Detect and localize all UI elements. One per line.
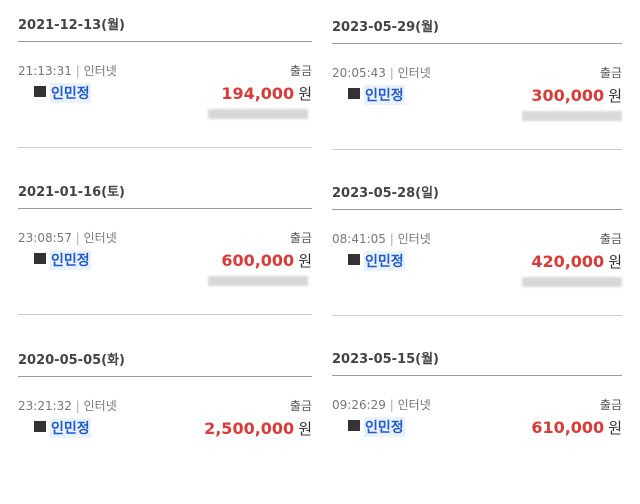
transaction-date: 2023-05-28(일): [332, 186, 439, 201]
transaction-amount: 2,500,000 원: [204, 418, 312, 439]
divider: [18, 314, 312, 315]
redacted-mark: [348, 420, 360, 431]
transaction-type: 출금: [599, 398, 622, 412]
recipient-name: 인민정: [364, 251, 405, 271]
separator: |: [75, 231, 80, 245]
separator: |: [389, 232, 394, 246]
amount-value: 600,000: [221, 251, 295, 270]
transaction-meta: 20:05:43 | 인터넷: [332, 64, 431, 81]
divider: [332, 315, 622, 316]
recipient-name: 인민정: [50, 250, 91, 270]
recipient-name: 인민정: [364, 417, 405, 437]
transaction-date: 2023-05-29(월): [332, 20, 439, 35]
divider: [18, 41, 312, 42]
separator: |: [389, 398, 394, 412]
redacted-memo: [522, 277, 622, 287]
transaction-group[interactable]: 2023-05-15(월) 09:26:29 | 인터넷 출금 인민정 610,…: [332, 343, 622, 503]
transaction-amount: 600,000 원: [221, 250, 312, 271]
divider: [332, 149, 622, 150]
redacted-memo: [522, 111, 622, 121]
redacted-memo: [208, 109, 308, 119]
transaction-date: 2021-01-16(토): [18, 185, 125, 200]
recipient-name: 인민정: [364, 85, 405, 105]
currency-unit: 원: [608, 419, 622, 437]
redacted-mark: [34, 86, 46, 97]
redacted-mark: [34, 253, 46, 264]
transaction-channel: 인터넷: [397, 398, 431, 412]
redacted-mark: [348, 88, 360, 99]
transaction-date: 2021-12-13(월): [18, 18, 125, 33]
transaction-time: 08:41:05: [332, 232, 386, 246]
transaction-time: 23:08:57: [18, 231, 72, 245]
amount-value: 2,500,000: [204, 419, 295, 438]
amount-value: 194,000: [221, 84, 295, 103]
amount-value: 420,000: [531, 252, 605, 271]
transaction-channel: 인터넷: [83, 64, 117, 78]
divider: [332, 375, 622, 376]
transaction-date: 2020-05-05(화): [18, 353, 125, 368]
transaction-group[interactable]: 2023-05-28(일) 08:41:05 | 인터넷 출금 인민정 420,…: [332, 177, 622, 337]
currency-unit: 원: [298, 420, 312, 438]
transaction-group[interactable]: 2021-12-13(월) 21:13:31 | 인터넷 출금 인민정 194,…: [18, 9, 312, 169]
transaction-time: 21:13:31: [18, 64, 72, 78]
redacted-memo: [208, 276, 308, 286]
transaction-channel: 인터넷: [397, 66, 431, 80]
transaction-meta: 09:26:29 | 인터넷: [332, 396, 431, 413]
transaction-type: 출금: [599, 232, 622, 246]
divider: [18, 208, 312, 209]
transaction-time: 09:26:29: [332, 398, 386, 412]
transaction-amount: 610,000 원: [531, 417, 622, 438]
transaction-type: 출금: [289, 231, 312, 245]
separator: |: [389, 66, 394, 80]
redacted-mark: [348, 254, 360, 265]
divider: [332, 209, 622, 210]
transaction-date: 2023-05-15(월): [332, 352, 439, 367]
transaction-group[interactable]: 2021-01-16(토) 23:08:57 | 인터넷 출금 인민정 600,…: [18, 176, 312, 336]
transaction-amount: 420,000 원: [531, 251, 622, 272]
transaction-time: 20:05:43: [332, 66, 386, 80]
transaction-meta: 23:21:32 | 인터넷: [18, 397, 117, 414]
divider: [332, 43, 622, 44]
transaction-type: 출금: [289, 399, 312, 413]
currency-unit: 원: [608, 87, 622, 105]
transaction-time: 23:21:32: [18, 399, 72, 413]
transaction-amount: 300,000 원: [531, 85, 622, 106]
transaction-meta: 21:13:31 | 인터넷: [18, 62, 117, 79]
transaction-meta: 23:08:57 | 인터넷: [18, 229, 117, 246]
transaction-channel: 인터넷: [397, 232, 431, 246]
transaction-amount: 194,000 원: [221, 83, 312, 104]
divider: [18, 376, 312, 377]
transaction-channel: 인터넷: [83, 231, 117, 245]
recipient-name: 인민정: [50, 418, 91, 438]
separator: |: [75, 64, 80, 78]
amount-value: 610,000: [531, 418, 605, 437]
transaction-meta: 08:41:05 | 인터넷: [332, 230, 431, 247]
currency-unit: 원: [298, 252, 312, 270]
amount-value: 300,000: [531, 86, 605, 105]
currency-unit: 원: [298, 85, 312, 103]
transaction-channel: 인터넷: [83, 399, 117, 413]
divider: [18, 147, 312, 148]
transaction-group[interactable]: 2020-05-05(화) 23:21:32 | 인터넷 출금 인민정 2,50…: [18, 344, 312, 504]
redacted-mark: [34, 421, 46, 432]
transaction-type: 출금: [599, 66, 622, 80]
recipient-name: 인민정: [50, 83, 91, 103]
transaction-group[interactable]: 2023-05-29(월) 20:05:43 | 인터넷 출금 인민정 300,…: [332, 11, 622, 171]
separator: |: [75, 399, 80, 413]
transaction-type: 출금: [289, 64, 312, 78]
currency-unit: 원: [608, 253, 622, 271]
